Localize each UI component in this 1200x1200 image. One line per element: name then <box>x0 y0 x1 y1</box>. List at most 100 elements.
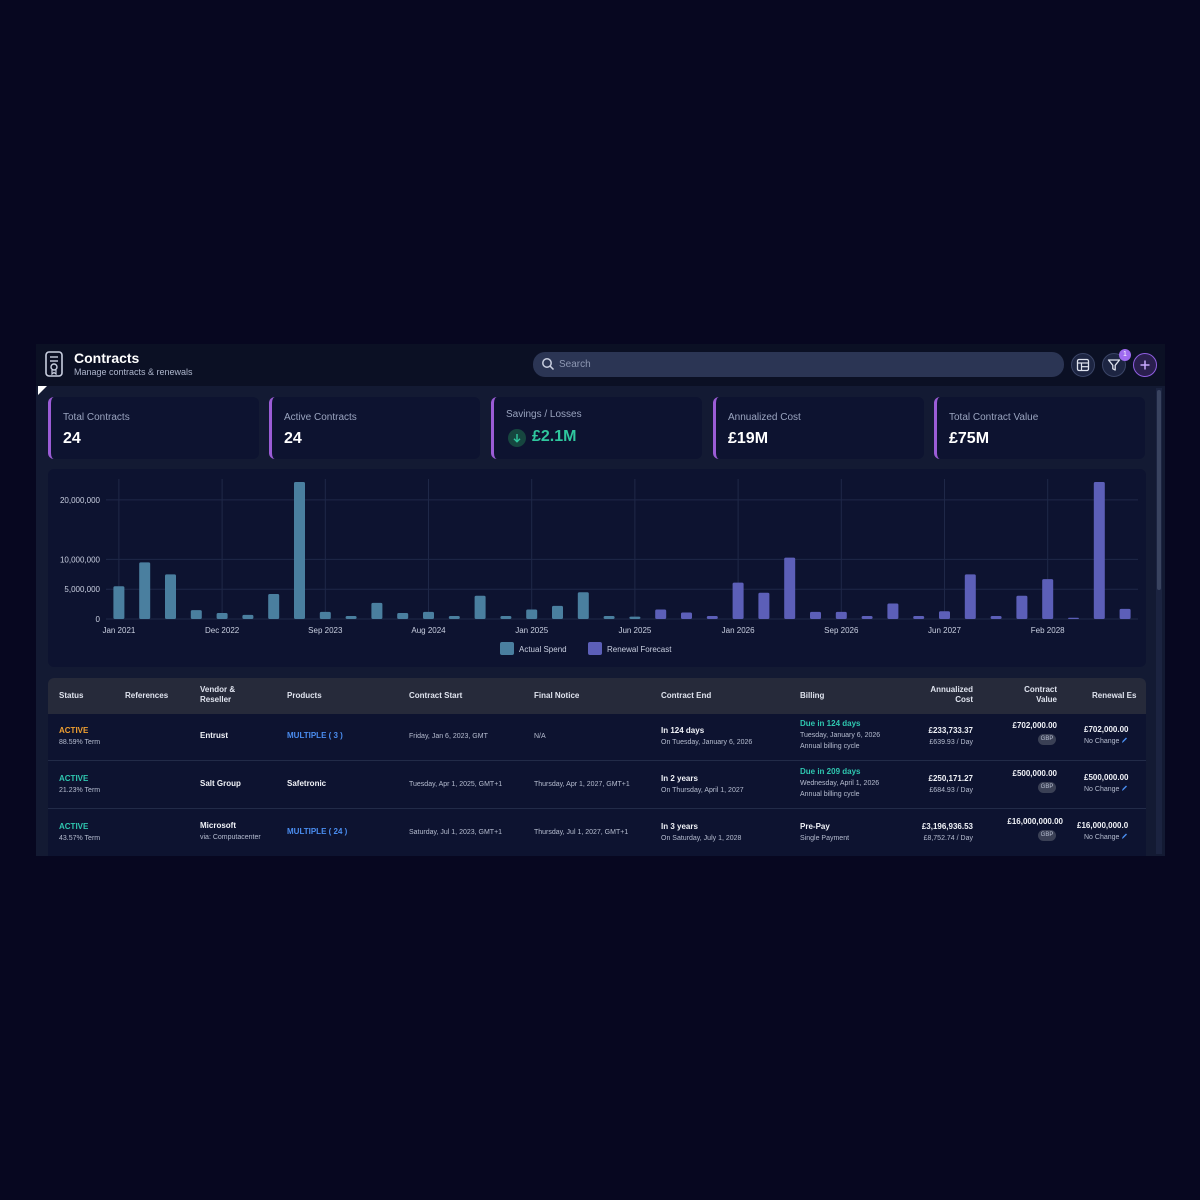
column-header-contract-start[interactable]: Contract Start <box>409 691 463 700</box>
scrollbar-thumb[interactable] <box>1157 390 1161 590</box>
table-view-button[interactable] <box>1071 353 1095 377</box>
column-header-vendor[interactable]: Vendor & Reseller <box>200 685 236 704</box>
renewal-estimate: £702,000.00 <box>1084 725 1129 734</box>
column-header-final-notice[interactable]: Final Notice <box>534 691 580 700</box>
renewal-change: No Change <box>1084 784 1128 795</box>
cost-per-day: £8,752.74 / Day <box>923 835 973 842</box>
renewal-estimate: £16,000,000.0 <box>1077 821 1129 830</box>
page-subtitle: Manage contracts & renewals <box>74 367 193 377</box>
actual-spend-bar <box>242 614 254 619</box>
column-header-annualized-cost[interactable]: Annualized Cost <box>930 685 973 704</box>
title-block: Contracts Manage contracts & renewals <box>74 350 193 378</box>
cost-per-day: £684.93 / Day <box>929 787 973 794</box>
search-input[interactable] <box>559 355 1049 374</box>
annualized-cost: £233,733.37 <box>928 726 974 735</box>
x-tick-label: Sep 2023 <box>308 626 343 635</box>
renewal-forecast-bar <box>964 574 976 619</box>
y-tick-label: 0 <box>96 615 101 624</box>
renewal-estimate: £500,000.00 <box>1084 773 1129 782</box>
edit-icon[interactable] <box>1121 784 1128 792</box>
kpi-value: £2.1M <box>532 428 577 445</box>
filter-count-badge: 1 <box>1119 349 1131 361</box>
renewal-forecast-bar <box>758 592 770 619</box>
renewal-forecast-bar <box>1093 481 1105 619</box>
actual-spend-bar <box>294 481 305 619</box>
table-row[interactable]: ACTIVE 43.57% Term Microsoft via: Comput… <box>48 810 1146 856</box>
contracts-table: Status References Vendor & Reseller Prod… <box>48 678 1146 856</box>
column-header-status[interactable]: Status <box>59 691 84 700</box>
renewal-forecast-bar <box>939 611 950 619</box>
x-tick-label: Jan 2025 <box>515 626 548 635</box>
y-tick-label: 20,000,000 <box>60 496 101 505</box>
final-notice: Thursday, Apr 1, 2027, GMT+1 <box>534 781 630 788</box>
table-row[interactable]: ACTIVE 88.59% Term Entrust MULTIPLE ( 3 … <box>48 714 1146 761</box>
renewal-forecast-bar <box>706 616 718 619</box>
kpi-label: Total Contracts <box>63 412 130 423</box>
column-header-contract-value[interactable]: Contract Value <box>1024 685 1057 704</box>
vertical-scrollbar[interactable] <box>1156 388 1162 854</box>
contract-value: £500,000.00 <box>1012 769 1058 778</box>
renewal-forecast-bar <box>1119 608 1131 619</box>
term-progress: 88.59% Term <box>59 739 101 746</box>
annualized-cost: £3,196,936.53 <box>921 822 973 831</box>
search-bar[interactable] <box>533 352 1064 377</box>
column-header-contract-end[interactable]: Contract End <box>661 691 712 700</box>
kpi-total-contract-value: Total Contract Value £75M <box>934 397 1145 459</box>
billing-due: Due in 209 days <box>800 767 861 776</box>
renewal-forecast-bar <box>913 616 925 619</box>
column-header-references[interactable]: References <box>125 691 169 700</box>
contracts-app: Contracts Manage contracts & renewals 1 <box>36 344 1165 856</box>
contract-end-relative: In 3 years <box>661 822 698 831</box>
kpi-label: Annualized Cost <box>728 412 801 423</box>
kpi-label: Savings / Losses <box>506 409 582 420</box>
vendor-name: Entrust <box>200 731 228 740</box>
renewal-forecast-bar <box>990 616 1002 619</box>
status-badge: ACTIVE <box>59 726 89 735</box>
final-notice: N/A <box>534 733 546 740</box>
table-grid-icon <box>1076 358 1090 372</box>
kpi-value: 24 <box>63 430 81 447</box>
actual-spend-bar <box>629 616 641 619</box>
renewal-forecast-bar <box>1016 595 1028 619</box>
vendor-name: Salt Group <box>200 779 241 788</box>
kpi-label: Total Contract Value <box>949 412 1039 423</box>
products-link[interactable]: MULTIPLE ( 24 ) <box>287 827 348 836</box>
product-name[interactable]: Safetronic <box>287 779 327 788</box>
contract-end-date: On Tuesday, January 6, 2026 <box>661 739 753 746</box>
page-title: Contracts <box>74 350 140 366</box>
kpi-savings-losses: Savings / Losses £2.1M <box>491 397 702 459</box>
actual-spend-bar <box>500 616 512 619</box>
kpi-label: Active Contracts <box>284 412 357 423</box>
filter-icon <box>1107 359 1121 371</box>
contract-end-relative: In 2 years <box>661 774 698 783</box>
actual-spend-bar <box>190 610 202 619</box>
renewal-forecast-bar <box>810 611 821 619</box>
x-tick-label: Dec 2022 <box>205 626 240 635</box>
x-tick-label: Jun 2027 <box>928 626 961 635</box>
column-header-renewal[interactable]: Renewal Es <box>1092 691 1137 700</box>
renewal-change: No Change <box>1084 736 1128 747</box>
actual-spend-bar <box>113 586 125 619</box>
kpi-annualized-cost: Annualized Cost £19M <box>713 397 924 459</box>
legend-label-forecast: Renewal Forecast <box>607 645 672 654</box>
legend-swatch-actual <box>500 642 514 655</box>
contract-start: Tuesday, Apr 1, 2025, GMT+1 <box>409 781 503 788</box>
contract-start: Saturday, Jul 1, 2023, GMT+1 <box>409 829 503 836</box>
y-tick-label: 5,000,000 <box>64 585 100 594</box>
actual-spend-bar <box>268 593 280 619</box>
table-row[interactable]: ACTIVE 21.23% Term Salt Group Safetronic… <box>48 762 1146 809</box>
actual-spend-bar <box>319 611 331 619</box>
billing-date: Wednesday, April 1, 2026 <box>800 780 880 787</box>
search-icon <box>542 358 555 371</box>
column-header-products[interactable]: Products <box>287 691 322 700</box>
products-link[interactable]: MULTIPLE ( 3 ) <box>287 731 343 740</box>
column-header-billing[interactable]: Billing <box>800 691 825 700</box>
x-tick-label: Aug 2024 <box>411 626 446 635</box>
status-badge: ACTIVE <box>59 822 89 831</box>
edit-icon[interactable] <box>1121 736 1128 744</box>
add-contract-button[interactable] <box>1133 353 1157 377</box>
actual-spend-bar <box>165 574 176 619</box>
edit-icon[interactable] <box>1121 832 1128 840</box>
x-tick-label: Jan 2021 <box>102 626 135 635</box>
y-tick-label: 10,000,000 <box>60 555 101 564</box>
